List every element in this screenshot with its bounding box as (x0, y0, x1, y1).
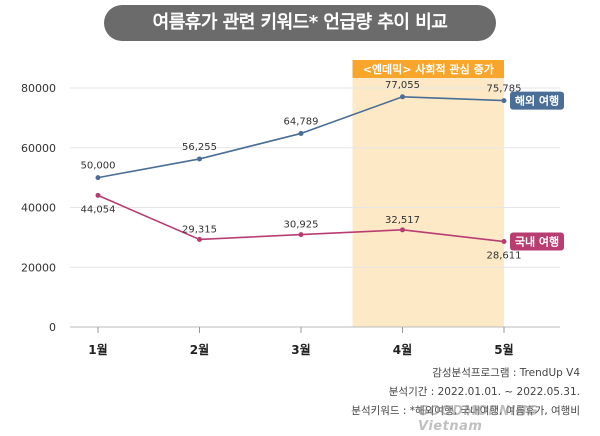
footer-notes: 감성분석프로그램 : TrendUp V4 분석기간 : 2022.01.01.… (351, 364, 580, 421)
data-label: 29,315 (182, 224, 217, 235)
data-label: 64,789 (284, 116, 319, 127)
y-tick-label: 40000 (21, 202, 56, 215)
data-point (298, 130, 304, 136)
x-tick-label: 1월 (88, 342, 107, 357)
data-label: 30,925 (284, 220, 319, 231)
data-label: 77,055 (385, 80, 420, 91)
x-tick-label: 3월 (291, 342, 310, 357)
data-label: 44,054 (81, 204, 116, 215)
data-point (197, 236, 202, 242)
x-tick-label: 2월 (190, 342, 209, 357)
data-label: 50,000 (81, 161, 116, 172)
y-tick-label: 80000 (21, 82, 56, 95)
series-tag (510, 232, 564, 251)
chart-title: 여름휴가 관련 키워드* 언급량 추이 비교 (104, 5, 496, 41)
y-tick-label: 0 (49, 321, 56, 334)
highlight-label-box (352, 60, 504, 78)
series-name: 해외 여행 (515, 94, 559, 108)
x-tick-label: 4월 (393, 342, 412, 357)
data-point (501, 239, 507, 245)
highlight-band (352, 60, 504, 327)
data-label: 56,255 (182, 142, 217, 153)
data-point (95, 175, 101, 181)
data-point (400, 94, 405, 100)
y-tick-label: 20000 (21, 261, 56, 274)
series-tag (510, 91, 564, 110)
data-point (501, 98, 507, 104)
y-tick-label: 60000 (21, 142, 56, 155)
x-tick-label: 5월 (494, 342, 513, 357)
footer-keywords: 분석키워드 : *해외여행, 국내여행, 여름휴가, 여행비 (351, 405, 580, 417)
data-point (400, 227, 405, 233)
highlight-label: <엔데믹> 사회적 관심 증가 (363, 62, 494, 76)
footer-program: 감성분석프로그램 : TrendUp V4 (432, 367, 580, 379)
data-point (197, 156, 202, 162)
data-label: 75,785 (487, 84, 522, 95)
data-point (298, 232, 304, 238)
data-label: 32,517 (385, 215, 420, 226)
series-name: 국내 여행 (515, 235, 559, 249)
data-label: 28,611 (487, 251, 522, 262)
data-point (95, 192, 101, 198)
footer-period: 분석기간 : 2022.01.01. ~ 2022.05.31. (388, 386, 580, 398)
watermark-logo: GOODMORNING Vietnam (418, 404, 539, 434)
